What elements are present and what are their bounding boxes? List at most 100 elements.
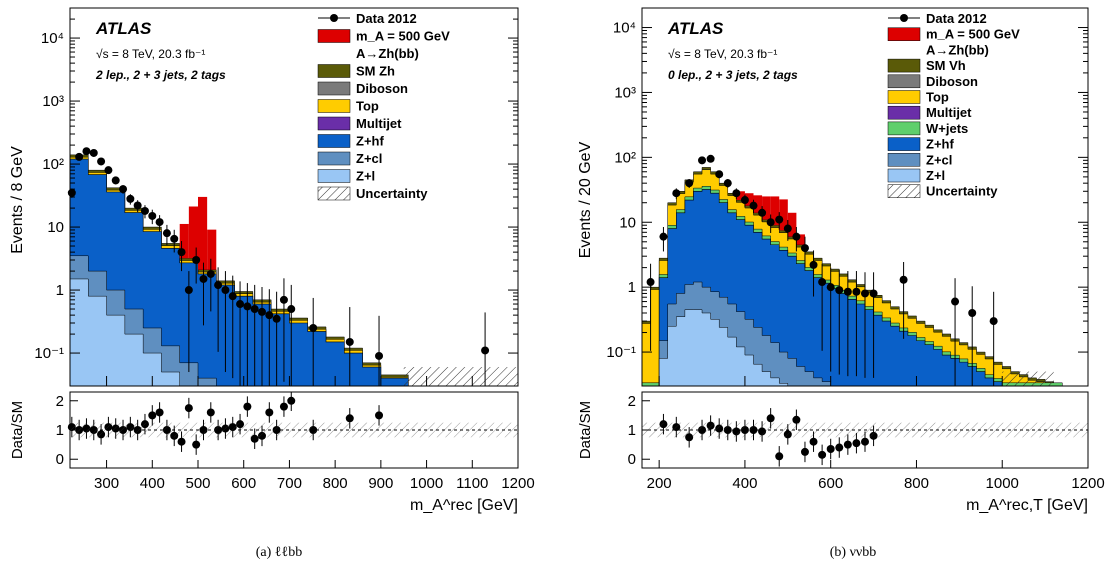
ratio-point <box>243 402 252 411</box>
panel-b-main-frame <box>641 7 1089 387</box>
legend-label: Uncertainty <box>356 186 428 201</box>
panel-a-data-points <box>67 147 490 386</box>
data-point <box>192 256 201 264</box>
x-tick-label: 600 <box>818 475 843 492</box>
data-point <box>835 286 844 295</box>
ratio-point <box>206 408 215 417</box>
data-point <box>646 278 655 287</box>
legend-swatch <box>317 81 351 96</box>
panel-b-ratio-ticks: 0 1 2 <box>628 393 1088 468</box>
panel-b: 10⁻¹ 1 10 10² 10³ 10⁴ 200 400 600 800 1000 1200 0 1… <box>577 7 1105 560</box>
panel-a-experiment: ATLAS <box>95 19 152 38</box>
data-point <box>869 289 878 298</box>
legend-swatch <box>887 137 921 151</box>
data-point <box>758 208 767 217</box>
x-tick-label: 1200 <box>1071 475 1104 492</box>
ratio-point <box>192 440 201 449</box>
data-point <box>221 286 230 295</box>
ratio-point <box>155 408 164 417</box>
data-point <box>258 307 266 316</box>
panel-a-caption: (a) ℓℓbb <box>256 545 302 560</box>
panel-a-legend: Data 2012 m_A = 500 GeV A→Zh(bb) SM Zh Dibos… <box>317 11 450 201</box>
signal-bin <box>744 193 754 206</box>
x-tick-label: 1200 <box>501 475 534 492</box>
data-point <box>243 302 252 311</box>
legend-label: Z+l <box>356 169 375 184</box>
ratio-point <box>775 452 784 461</box>
signal-bin <box>753 195 763 213</box>
signal-bin <box>188 206 198 259</box>
x-tick-label: 600 <box>231 475 256 492</box>
panel-a-stack <box>70 154 518 386</box>
legend-swatch <box>887 74 921 89</box>
signal-bin <box>762 196 771 220</box>
legend-swatch <box>317 116 351 131</box>
data-point <box>800 244 809 253</box>
legend-label: Data 2012 <box>356 11 417 26</box>
data-point <box>104 166 113 175</box>
panel-b-energy: √s = 8 TeV, 20.3 fb⁻¹ <box>668 47 777 61</box>
data-point <box>155 218 164 227</box>
legend-label: Z+cl <box>926 152 952 167</box>
uncertainty-band <box>1002 371 1054 386</box>
legend-uncertainty-swatch <box>887 184 921 198</box>
ratio-point <box>148 411 157 420</box>
data-point <box>792 232 801 241</box>
ratio-point <box>184 404 193 413</box>
legend-swatch <box>317 99 351 113</box>
data-point <box>170 234 179 243</box>
data-point <box>685 179 694 188</box>
y-tick-label: 10 <box>619 214 636 231</box>
data-point <box>481 346 490 355</box>
data-point <box>989 317 998 326</box>
ratio-point <box>375 411 384 420</box>
data-point <box>133 201 142 210</box>
data-point <box>67 188 76 197</box>
legend-label: Uncertainty <box>926 184 998 199</box>
data-point <box>265 311 274 320</box>
data-point <box>89 148 98 157</box>
legend-swatch <box>317 151 351 166</box>
panel-b-stack <box>642 167 1063 386</box>
legend-label: W+jets <box>926 121 968 136</box>
legend-label: m_A = 500 GeV <box>356 29 450 44</box>
legend-label: Z+cl <box>356 151 382 166</box>
y-tick-label: 1 <box>56 282 64 299</box>
legend-data-marker <box>900 14 908 22</box>
ratio-point <box>792 415 801 424</box>
data-point <box>818 278 827 287</box>
panel-b-caption: (b) ννbb <box>830 545 876 560</box>
y-tick-label: 10² <box>614 149 636 166</box>
x-tick-label: 800 <box>904 475 929 492</box>
y-tick-label: 10⁻¹ <box>606 344 636 361</box>
legend-label: Multijet <box>926 105 972 120</box>
data-point <box>723 179 732 188</box>
ratio-tick-label: 0 <box>628 451 636 468</box>
panel-b-x-ticks: 200 400 600 800 1000 1200 <box>647 376 1105 492</box>
ratio-point <box>177 437 186 446</box>
ratio-point <box>287 396 296 405</box>
data-point <box>766 218 775 227</box>
x-tick-label: 1000 <box>410 475 443 492</box>
data-point <box>783 224 792 233</box>
data-point <box>228 292 237 301</box>
data-point <box>119 185 128 194</box>
signal-bin <box>179 223 189 259</box>
x-tick-label: 900 <box>368 475 393 492</box>
z-hf-area <box>70 158 482 386</box>
x-tick-label: 1100 <box>456 475 488 492</box>
data-point <box>126 194 135 203</box>
legend-uncertainty-swatch <box>317 186 351 201</box>
data-point <box>732 189 741 198</box>
legend-swatch <box>887 105 921 120</box>
y-tick-label: 10⁴ <box>41 30 64 47</box>
legend-swatch <box>317 64 351 78</box>
ratio-tick-label: 2 <box>628 393 636 410</box>
legend-label: Data 2012 <box>926 11 987 26</box>
legend-swatch <box>887 168 921 183</box>
panel-a-ylabel: Events / 8 GeV <box>9 146 26 254</box>
data-point <box>715 170 724 179</box>
data-point <box>899 275 908 284</box>
data-point <box>826 283 835 292</box>
data-point <box>272 314 281 323</box>
